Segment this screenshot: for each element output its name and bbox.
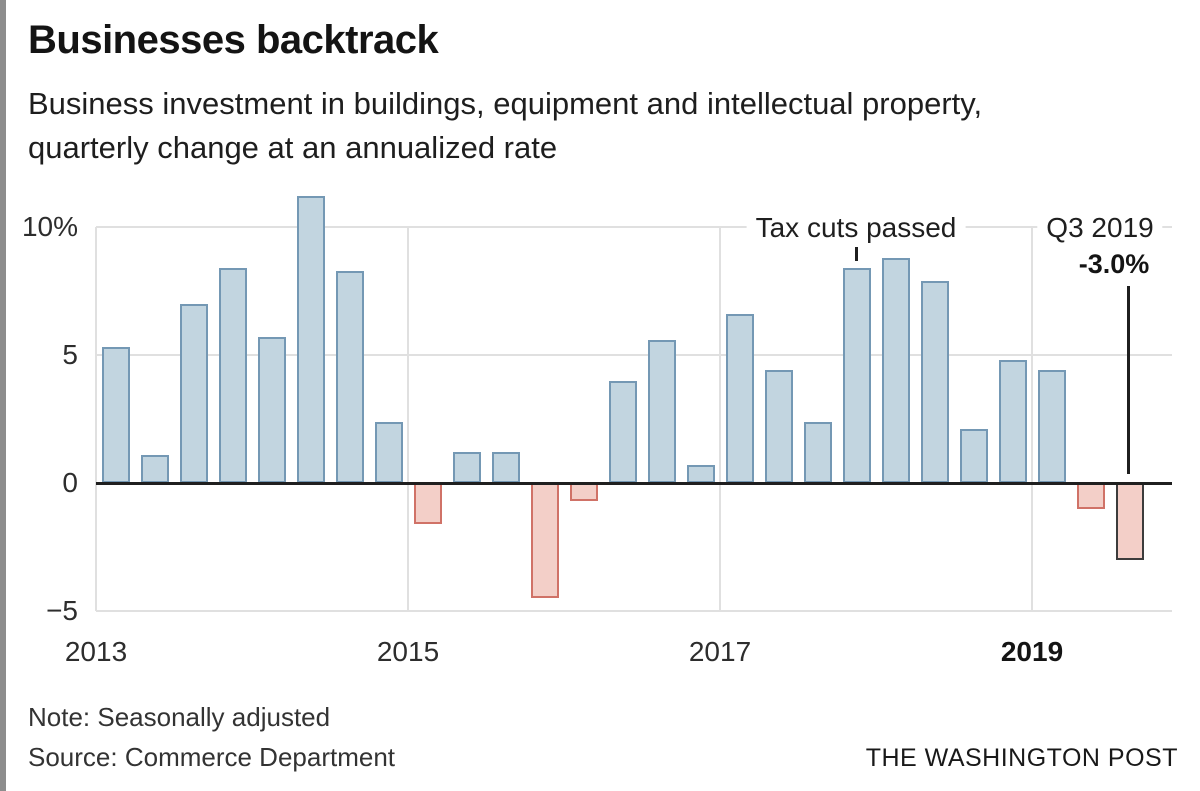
- bar-2015-q2: [452, 452, 481, 483]
- gridline-5: [96, 354, 1172, 356]
- bar-2014-q2: [296, 196, 325, 483]
- bar-2014-q3: [335, 270, 364, 483]
- bar-2013-q1: [101, 347, 130, 483]
- bar-2017-q1: [725, 314, 754, 483]
- subtitle-line-2: quarterly change at an annualized rate: [28, 130, 558, 165]
- subtitle-line-1: Business investment in buildings, equipm…: [28, 86, 983, 121]
- bar-2016-q1: [569, 483, 598, 501]
- bar-2019-q3: [1115, 483, 1144, 560]
- gridline--5: [96, 610, 1172, 612]
- page-title: Businesses backtrack: [28, 18, 439, 62]
- bar-2017-q3: [803, 421, 832, 483]
- bar-2015-q1: [413, 483, 442, 524]
- source-text: Source: Commerce Department: [28, 742, 396, 772]
- year-gridline-2019: [1031, 227, 1033, 611]
- zero-axis-line: [96, 481, 1172, 485]
- note-text: Note: Seasonally adjusted: [28, 702, 331, 732]
- x-axis-label-2013: 2013: [64, 636, 128, 667]
- year-gridline-2015: [407, 227, 409, 611]
- y-axis-label-0: 0: [62, 467, 78, 498]
- x-axis-label-2017: 2017: [688, 636, 752, 667]
- gridline-10: [96, 226, 1172, 228]
- bar-2013-q2: [140, 454, 169, 483]
- y-axis-label-10: 10%: [21, 211, 78, 242]
- bar-2017-q4: [842, 267, 871, 483]
- bar-2015-q3: [491, 452, 520, 483]
- annotation-latest-value: -3.0%: [1078, 249, 1150, 279]
- left-edge-strip: [0, 0, 6, 791]
- annotation-tax-cuts-tick: [855, 247, 858, 261]
- bar-2016-q4: [686, 465, 715, 483]
- year-gridline-2017: [719, 227, 721, 611]
- bar-2016-q2: [608, 380, 637, 483]
- bar-2018-q2: [920, 280, 949, 483]
- bar-2018-q1: [881, 257, 910, 483]
- bar-2014-q1: [257, 337, 286, 483]
- x-axis-label-2015: 2015: [376, 636, 440, 667]
- bar-2016-q3: [647, 339, 676, 483]
- x-axis-label-2019: 2019: [1000, 636, 1064, 667]
- year-gridline-2013: [95, 227, 97, 611]
- annotation-latest-label: Q3 2019: [1037, 212, 1163, 244]
- annotation-tax-cuts-label: Tax cuts passed: [746, 212, 966, 244]
- bar-2015-q4: [530, 483, 559, 599]
- y-axis-label--5: −5: [46, 595, 78, 626]
- y-axis-label-5: 5: [62, 339, 78, 370]
- bar-2019-q2: [1076, 483, 1105, 509]
- bar-2014-q4: [374, 421, 403, 483]
- bar-2013-q3: [179, 303, 208, 483]
- bar-2017-q2: [764, 370, 793, 483]
- publisher-credit: THE WASHINGTON POST: [865, 744, 1178, 772]
- bar-2018-q3: [959, 429, 988, 483]
- bar-2013-q4: [218, 267, 247, 483]
- bar-2018-q4: [998, 360, 1027, 483]
- bar-2019-q1: [1037, 370, 1066, 483]
- annotation-latest-pointer-line: [1127, 286, 1130, 474]
